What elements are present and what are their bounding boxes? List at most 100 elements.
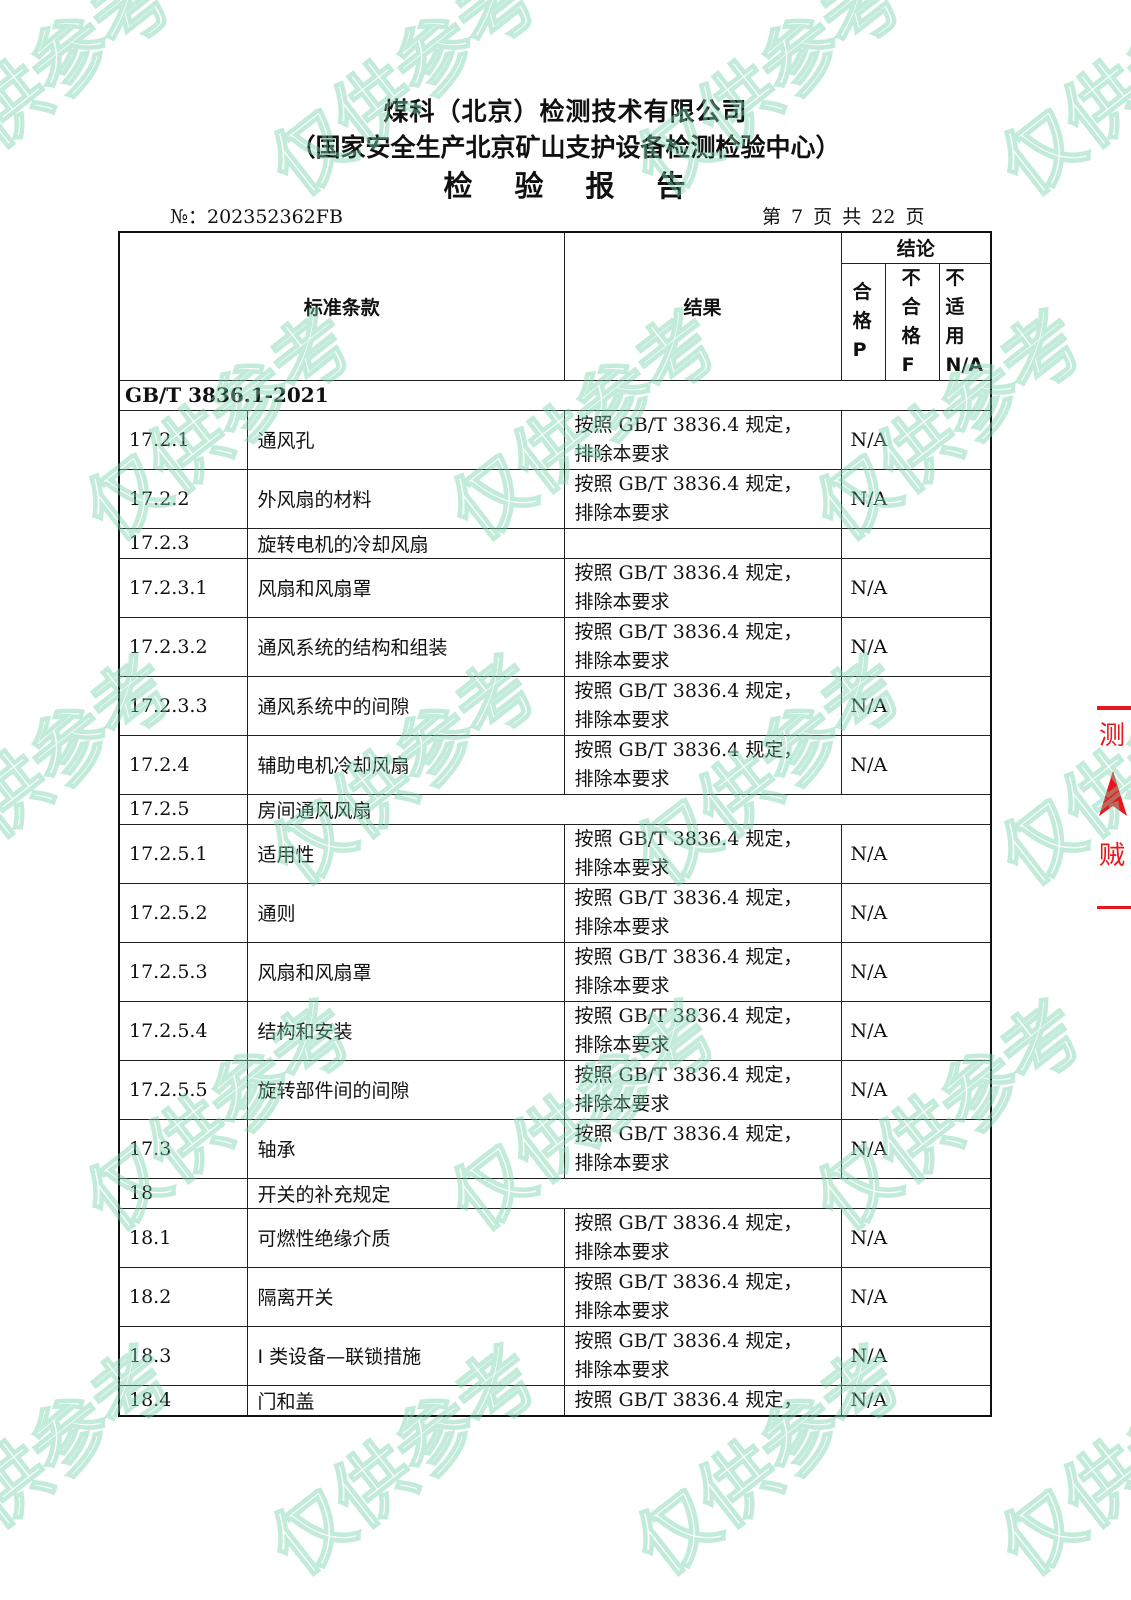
table-row: 17.2.5.5 旋转部件间的间隙 按照 GB/T 3836.4 规定， 排除本要求 N… xyxy=(118,1059,992,1120)
clause-title: 旋转部件间的间隙 xyxy=(246,1059,565,1120)
clause-code: 17.2.3 xyxy=(118,527,248,559)
result-line: 排除本要求 xyxy=(574,1358,670,1381)
table-row: 17.2.5 房间通风风扇 xyxy=(118,793,992,825)
result-line: 排除本要求 xyxy=(574,915,670,938)
result-line: 按照 GB/T 3836.4 规定， xyxy=(574,738,803,761)
clause-title: 门和盖 xyxy=(246,1384,565,1416)
company-name: 煤科（北京）检测技术有限公司 xyxy=(383,97,748,126)
conclusion-cell: N/A xyxy=(840,1059,992,1120)
conclusion-cell: N/A xyxy=(840,734,992,795)
conclusion-cell: N/A xyxy=(840,1207,992,1268)
clause-title: 辅助电机冷却风扇 xyxy=(246,734,565,795)
result-cell: 按照 GB/T 3836.4 规定， 排除本要求 xyxy=(563,557,842,618)
result-line: 按照 GB/T 3836.4 规定， xyxy=(574,413,803,436)
result-line: 按照 GB/T 3836.4 规定， xyxy=(574,1122,803,1145)
result-cell: 按照 GB/T 3836.4 规定， 排除本要求 xyxy=(563,1207,842,1268)
clause-title: 通风系统中的间隙 xyxy=(246,675,565,736)
conclusion-cell: N/A xyxy=(840,675,992,736)
header-fail-cell: 不合格F xyxy=(884,262,940,381)
red-seal-partial: 测 贼 xyxy=(1097,706,1131,909)
result-cell: 按照 GB/T 3836.4 规定， 排除本要求 xyxy=(563,409,842,470)
page-info: 第 7 页 共 22 页 xyxy=(762,206,925,228)
header-na: 不适用N/A xyxy=(945,266,984,376)
report-number: №：202352362FB xyxy=(170,206,343,228)
table-row: 17.2.3 旋转电机的冷却风扇 xyxy=(118,527,992,559)
result-cell: 按照 GB/T 3836.4 规定， 排除本要求 xyxy=(563,1059,842,1120)
clause-title: 结构和安装 xyxy=(246,1000,565,1061)
clause-title: 通风孔 xyxy=(246,409,565,470)
result-cell: 按照 GB/T 3836.4 规定， 排除本要求 xyxy=(563,1325,842,1386)
result-line: 按照 GB/T 3836.4 规定， xyxy=(574,827,803,850)
clause-code: 18.2 xyxy=(118,1266,248,1327)
table-row: 17.2.3.3 通风系统中的间隙 按照 GB/T 3836.4 规定， 排除本要求 N… xyxy=(118,675,992,736)
result-line: 排除本要求 xyxy=(574,974,670,997)
table-row: 17.2.5.2 通则 按照 GB/T 3836.4 规定， 排除本要求 N/A xyxy=(118,882,992,943)
clause-code: 17.2.5.1 xyxy=(118,823,248,884)
clause-code: 18.1 xyxy=(118,1207,248,1268)
table-row: 18.2 隔离开关 按照 GB/T 3836.4 规定， 排除本要求 N/A xyxy=(118,1266,992,1327)
header-result: 结果 xyxy=(563,231,842,381)
conclusion-cell: N/A xyxy=(840,1384,992,1416)
result-line: 按照 GB/T 3836.4 规定， xyxy=(574,561,803,584)
document-title: 检验报告 xyxy=(443,169,728,203)
clause-code: 17.2.3.3 xyxy=(118,675,248,736)
result-cell: 按照 GB/T 3836.4 规定， 排除本要求 xyxy=(563,675,842,736)
clause-title: 轴承 xyxy=(246,1118,565,1179)
header-conclusion: 结论 xyxy=(840,231,992,264)
result-line: 排除本要求 xyxy=(574,856,670,879)
conclusion-cell: N/A xyxy=(840,1325,992,1386)
conclusion-cell: N/A xyxy=(840,1000,992,1061)
result-cell: 按照 GB/T 3836.4 规定， 排除本要求 xyxy=(563,1000,842,1061)
result-line: 按照 GB/T 3836.4 规定， xyxy=(574,1063,803,1086)
clause-title: 房间通风风扇 xyxy=(246,793,992,825)
clause-title: 风扇和风扇罩 xyxy=(246,557,565,618)
clause-code: 17.2.5 xyxy=(118,793,248,825)
header-na-cell: 不适用N/A xyxy=(938,262,992,381)
clause-code: 17.2.5.2 xyxy=(118,882,248,943)
conclusion-cell xyxy=(840,527,992,559)
clause-code: 17.2.5.4 xyxy=(118,1000,248,1061)
clause-code: 17.2.3.1 xyxy=(118,557,248,618)
result-line: 排除本要求 xyxy=(574,1299,670,1322)
result-line: 按照 GB/T 3836.4 规定， xyxy=(574,472,803,495)
table-row: 17.3 轴承 按照 GB/T 3836.4 规定， 排除本要求 N/A xyxy=(118,1118,992,1179)
clause-code: 17.2.5.3 xyxy=(118,941,248,1002)
conclusion-cell: N/A xyxy=(840,882,992,943)
result-cell: 按照 GB/T 3836.4 规定， 排除本要求 xyxy=(563,823,842,884)
table-row: 17.2.2 外风扇的材料 按照 GB/T 3836.4 规定， 排除本要求 N/A xyxy=(118,468,992,529)
clause-title: 旋转电机的冷却风扇 xyxy=(246,527,565,559)
result-cell: 按照 GB/T 3836.4 规定， 排除本要求 xyxy=(563,1118,842,1179)
result-line: 按照 GB/T 3836.4 规定， xyxy=(574,620,803,643)
conclusion-cell: N/A xyxy=(840,941,992,1002)
conclusion-cell: N/A xyxy=(840,409,992,470)
clause-title: 开关的补充规定 xyxy=(246,1177,992,1209)
result-line: 排除本要求 xyxy=(574,1092,670,1115)
result-line: 按照 GB/T 3836.4 规定， xyxy=(574,1329,803,1352)
svg-text:贼: 贼 xyxy=(1099,841,1125,871)
clause-title: 通则 xyxy=(246,882,565,943)
header-fail: 不合格F xyxy=(901,266,921,376)
result-line: 按照 GB/T 3836.4 规定， xyxy=(574,1270,803,1293)
result-line: 排除本要求 xyxy=(574,1151,670,1174)
result-cell: 按照 GB/T 3836.4 规定， 排除本要求 xyxy=(563,882,842,943)
result-line: 按照 GB/T 3836.4 规定， xyxy=(574,679,803,702)
clause-code: 17.2.5.5 xyxy=(118,1059,248,1120)
result-line: 排除本要求 xyxy=(574,590,670,613)
table-row: 18.3 I 类设备—联锁措施 按照 GB/T 3836.4 规定， 排除本要求 N/A xyxy=(118,1325,992,1386)
center-name: （国家安全生产北京矿山支护设备检测检验中心） xyxy=(290,133,841,162)
result-cell: 按照 GB/T 3836.4 规定， xyxy=(563,1384,842,1416)
result-cell: 按照 GB/T 3836.4 规定， 排除本要求 xyxy=(563,468,842,529)
result-line: 按照 GB/T 3836.4 规定， xyxy=(574,1388,803,1411)
header-pass: 合格P xyxy=(852,281,872,361)
result-cell: 按照 GB/T 3836.4 规定， 排除本要求 xyxy=(563,1266,842,1327)
result-cell: 按照 GB/T 3836.4 规定， 排除本要求 xyxy=(563,734,842,795)
clause-code: 18 xyxy=(118,1177,248,1209)
conclusion-cell: N/A xyxy=(840,468,992,529)
clause-code: 17.2.1 xyxy=(118,409,248,470)
result-line: 排除本要求 xyxy=(574,1033,670,1056)
clause-code: 17.3 xyxy=(118,1118,248,1179)
result-cell xyxy=(563,527,842,559)
table-row: 17.2.5.1 适用性 按照 GB/T 3836.4 规定， 排除本要求 N/A xyxy=(118,823,992,884)
table-row: 17.2.5.4 结构和安装 按照 GB/T 3836.4 规定， 排除本要求 N/A xyxy=(118,1000,992,1061)
table-row: 17.2.3.2 通风系统的结构和组装 按照 GB/T 3836.4 规定， 排除本要… xyxy=(118,616,992,677)
